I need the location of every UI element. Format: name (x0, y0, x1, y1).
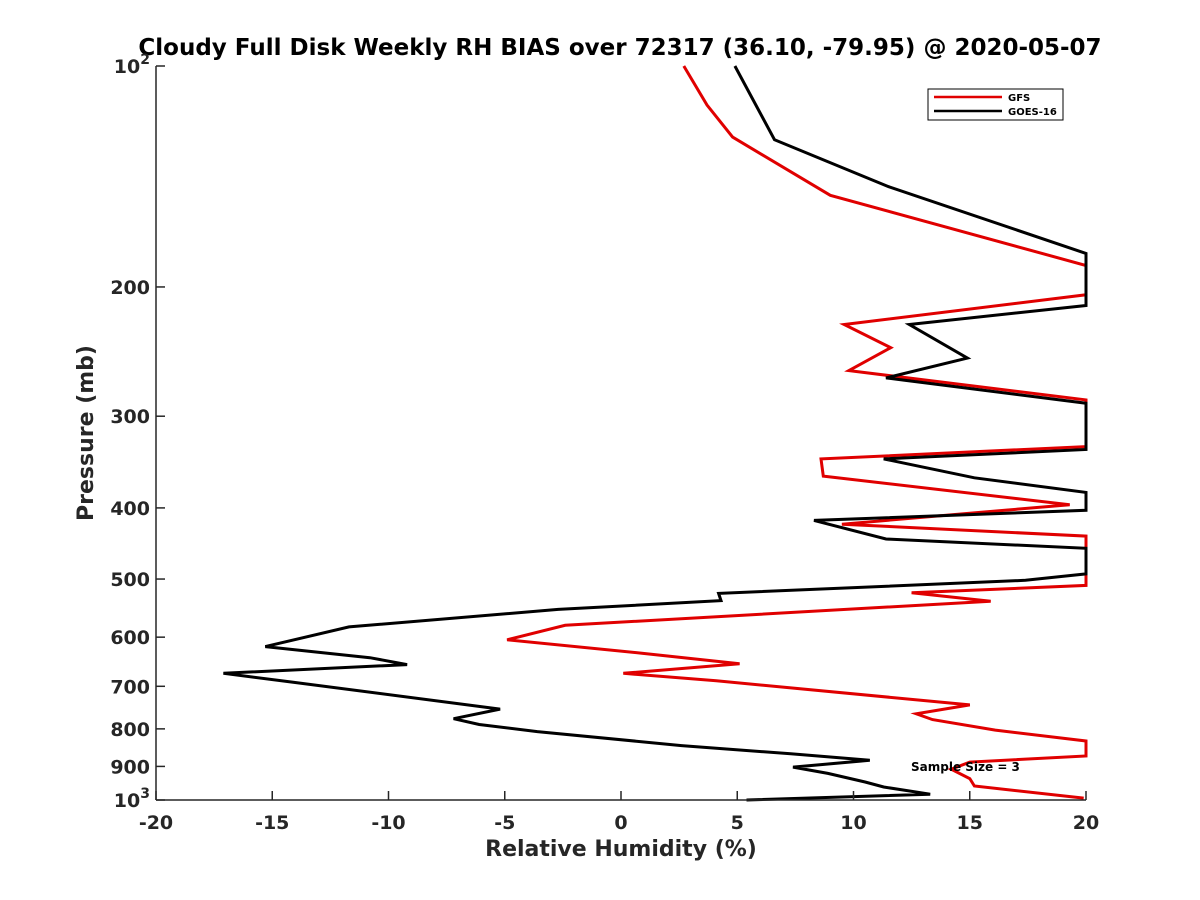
x-tick-label: 0 (614, 812, 627, 834)
legend-label-goes-16: GOES-16 (1008, 107, 1057, 118)
x-tick-label: 5 (731, 812, 744, 834)
y-tick-label: 800 (110, 719, 150, 741)
y-axis-label: Pressure (mb) (74, 345, 99, 521)
y-tick-label: 500 (110, 569, 150, 591)
y-tick-label: 700 (110, 676, 150, 698)
series-line-gfs (506, 65, 1088, 800)
series-layer (223, 65, 1088, 802)
y-tick-label: 400 (110, 498, 150, 520)
series-line-goes-16 (223, 65, 1088, 802)
y-tick-label: 200 (110, 277, 150, 299)
plot-area (156, 66, 1086, 800)
x-tick-label: -10 (371, 812, 405, 834)
x-tick-label: -20 (139, 812, 173, 834)
x-axis-label: Relative Humidity (%) (485, 837, 757, 862)
x-tick-label: 10 (840, 812, 866, 834)
x-axis-ticks: -20 -15 -10 -5 0 5 10 15 20 (139, 791, 1099, 834)
y-tick-label: 900 (110, 756, 150, 778)
legend-label-gfs: GFS (1008, 93, 1030, 104)
x-tick-label: 20 (1073, 812, 1099, 834)
y-axis-ticks: 102 200 300 400 500 600 700 800 900 103 (110, 52, 165, 812)
legend-box (927, 88, 1064, 121)
y-tick-label: 300 (110, 406, 150, 428)
chart-title: Cloudy Full Disk Weekly RH BIAS over 723… (138, 35, 1101, 61)
y-tick-label: 103 (114, 786, 150, 812)
y-tick-label: 600 (110, 627, 150, 649)
legend: GFS GOES-16 (927, 88, 1064, 121)
x-tick-label: -15 (255, 812, 289, 834)
x-tick-label: -5 (494, 812, 515, 834)
y-tick-label: 102 (114, 52, 150, 78)
sample-size-annotation: Sample Size = 3 (911, 760, 1020, 774)
x-tick-label: 15 (957, 812, 983, 834)
